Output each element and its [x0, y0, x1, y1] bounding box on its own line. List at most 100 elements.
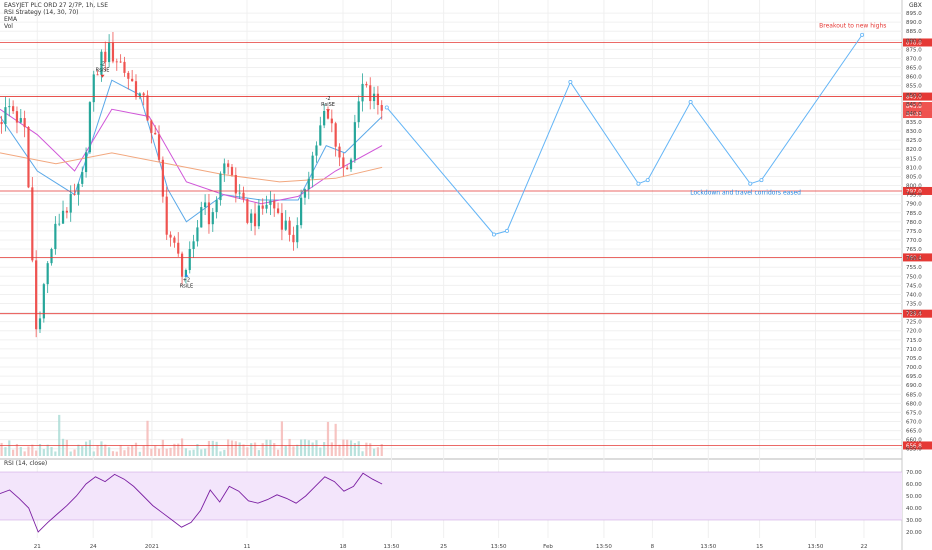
candle-body: [96, 74, 99, 76]
volume-bar: [242, 444, 245, 456]
candle-body: [0, 121, 3, 125]
candle-body: [207, 202, 211, 225]
candle-body: [77, 183, 80, 195]
candle-body: [192, 241, 195, 250]
volume-bar: [173, 443, 176, 456]
volume-bar: [219, 451, 222, 456]
volume-bar: [280, 421, 284, 456]
volume-bar: [146, 420, 149, 456]
candle-body: [330, 118, 333, 124]
rsi-tick-label: 30.00: [906, 518, 922, 524]
candle-body: [108, 42, 111, 63]
volume-bar: [296, 444, 299, 456]
volume-bar: [157, 448, 161, 456]
volume-bar: [138, 451, 141, 456]
volume-bar: [177, 443, 180, 456]
volume-bar: [104, 444, 107, 456]
level-tag-label: 797.0: [906, 189, 922, 195]
volume-bar: [349, 440, 353, 456]
candle-body: [157, 134, 161, 160]
candle-body: [296, 225, 299, 243]
price-tick-label: 820.0: [906, 147, 922, 153]
currency-label: GBX: [909, 2, 922, 9]
price-tick-label: 795.0: [906, 193, 922, 199]
price-tick-label: 710.0: [906, 347, 922, 353]
price-tick-label: 890.0: [906, 20, 922, 26]
candle-body: [246, 199, 249, 223]
candle-body: [161, 159, 164, 197]
volume-bar: [127, 446, 130, 456]
countdown-label: 28:01: [906, 112, 922, 118]
volume-bar: [307, 440, 310, 456]
candle-body: [35, 260, 38, 330]
candle-body: [8, 106, 11, 108]
candle-body: [38, 318, 42, 330]
volume-bar: [257, 450, 260, 456]
projection-node: [645, 178, 650, 183]
price-tick-label: 860.0: [906, 75, 922, 81]
volume-bar: [180, 438, 184, 456]
level-tag-label: 656.8: [906, 443, 922, 449]
candle-body: [54, 223, 57, 250]
price-tick-label: 855.0: [906, 84, 922, 90]
volume-bar: [4, 447, 7, 456]
candle-body: [73, 194, 76, 195]
price-tick-label: 735.0: [906, 302, 922, 308]
candle-body: [242, 192, 245, 200]
signal-label: RsiLE: [180, 284, 193, 290]
price-tick-label: 705.0: [906, 356, 922, 362]
volume-bar: [246, 447, 249, 456]
time-tick-label: 22: [860, 544, 867, 550]
price-tick-label: 745.0: [906, 283, 922, 289]
candle-body: [380, 105, 383, 111]
price-tick-label: 825.0: [906, 138, 922, 144]
time-tick-label: 13:50: [491, 544, 507, 550]
volume-bar: [154, 445, 157, 456]
candle-body: [346, 167, 349, 170]
candle-body: [69, 194, 72, 213]
candle-body: [323, 110, 326, 126]
signal-arrow: [184, 273, 189, 277]
annotation-text: Breakout to new highs: [819, 23, 886, 30]
candle-body: [357, 101, 360, 123]
volume-bar: [353, 442, 356, 456]
volume-bar: [372, 448, 376, 456]
volume-bar: [50, 447, 53, 456]
level-tag-label: 760.4: [906, 255, 922, 261]
candle-body: [315, 145, 318, 156]
volume-bar: [100, 441, 103, 456]
volume-bar: [292, 446, 295, 456]
volume-bar: [38, 443, 42, 456]
volume-bar: [35, 450, 38, 456]
time-tick-label: 8: [651, 544, 655, 550]
candle-body: [276, 208, 280, 213]
price-tick-label: 885.0: [906, 29, 922, 35]
price-tick-label: 755.0: [906, 265, 922, 271]
level-tag-label: 729.4: [906, 312, 922, 318]
price-tick-label: 775.0: [906, 229, 922, 235]
candle-body: [200, 207, 203, 228]
volume-bar: [23, 451, 26, 456]
indicator-vol: Vol: [4, 23, 13, 30]
projection-path[interactable]: [384, 32, 865, 237]
price-tick-label: 810.0: [906, 165, 922, 171]
price-tick-label: 760.0: [906, 256, 922, 262]
candle-body: [184, 270, 188, 277]
candle-body: [169, 234, 172, 238]
volume-bar: [115, 451, 118, 456]
volume-bar: [119, 445, 122, 456]
volume-bar: [346, 439, 349, 456]
time-tick-label: 25: [440, 544, 447, 550]
signal-label: RsiSE: [321, 102, 335, 108]
horizontal-levels[interactable]: 878.8 849.0 797.0 760.4 729.4 656.8 843.8 28:01: [0, 38, 932, 450]
price-tick-label: 700.0: [906, 365, 922, 371]
signal-label: RsiSE: [96, 68, 110, 74]
time-tick-label: 13:50: [808, 544, 824, 550]
projection-node: [636, 181, 641, 186]
candle-body: [342, 157, 345, 168]
price-tick-label: 875.0: [906, 47, 922, 53]
candle-body: [154, 132, 157, 135]
candle-body: [15, 111, 19, 123]
candle-body: [104, 51, 107, 63]
